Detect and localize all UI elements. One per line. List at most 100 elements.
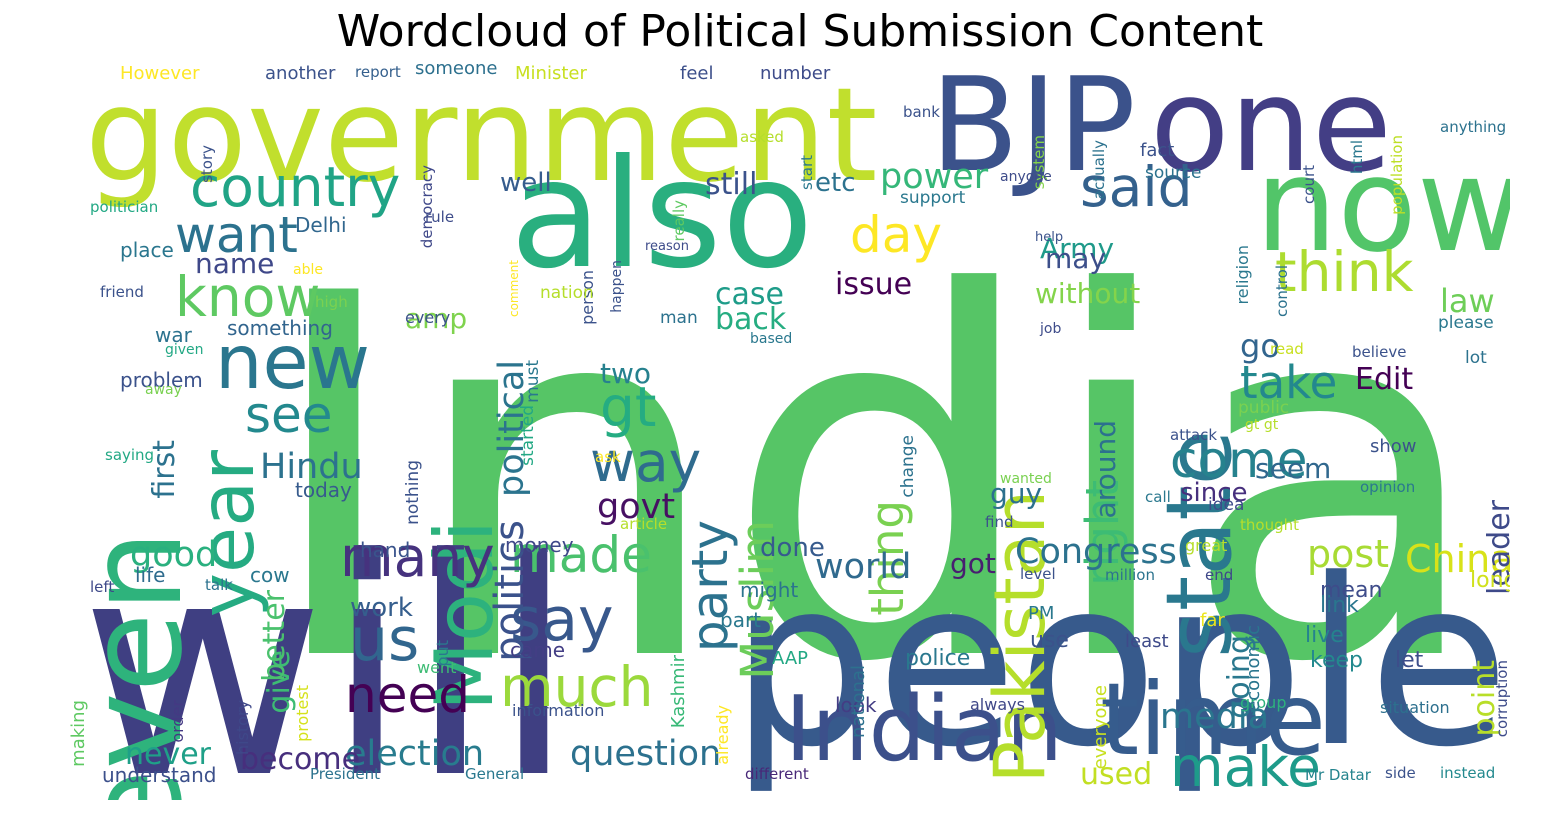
word-history: history	[233, 700, 252, 756]
word-find: find	[985, 513, 1014, 531]
word-us: us	[350, 605, 420, 675]
word-never: never	[125, 737, 212, 772]
word-need: need	[345, 666, 470, 724]
word-see: see	[245, 386, 333, 444]
word-media: media	[1160, 697, 1270, 737]
word-saying: saying	[105, 446, 155, 464]
word-will: will	[80, 495, 576, 801]
word-minister: Minister	[515, 63, 587, 84]
word-guy: guy	[990, 477, 1043, 510]
word-thought: thought	[1240, 516, 1299, 534]
word-given: given	[165, 342, 204, 358]
word-must: must	[523, 360, 543, 403]
word-ask: ask	[595, 448, 621, 466]
word-went: went	[417, 658, 457, 677]
word-instead: instead	[1440, 764, 1496, 782]
word-good: good	[130, 535, 218, 575]
word-show: show	[1370, 436, 1417, 457]
word-time: time	[1100, 661, 1326, 778]
word-around: around	[1089, 420, 1122, 519]
word-government: government	[85, 60, 878, 211]
word-two: two	[600, 357, 652, 390]
word-may: may	[1045, 242, 1107, 275]
word-work: work	[350, 593, 413, 623]
word-want: want	[175, 206, 298, 264]
word-come: come	[1170, 431, 1308, 489]
word-people: people	[730, 531, 1510, 798]
word-take: take	[1240, 356, 1338, 409]
word-use: use	[1030, 628, 1069, 653]
word-situation: situation	[1380, 698, 1450, 717]
word-bank: bank	[903, 103, 940, 121]
word-fact: fact	[1140, 140, 1175, 161]
word-think: think	[1275, 240, 1414, 304]
word-country: country	[190, 155, 401, 219]
word-edit: Edit	[1355, 362, 1414, 397]
word-let: let	[1395, 648, 1424, 673]
word-report: report	[355, 63, 401, 81]
word-gt: gt	[600, 375, 657, 439]
word-better: better	[257, 590, 292, 682]
word-war: war	[155, 323, 192, 347]
word-left: left	[90, 578, 115, 596]
word-story: story	[198, 145, 216, 183]
word-really: really	[670, 200, 688, 242]
word-side: side	[1385, 764, 1416, 782]
word-police: police	[905, 646, 971, 671]
word-something: something	[227, 316, 333, 340]
word-pm: PM	[1028, 603, 1055, 624]
word-someone: someone	[415, 60, 498, 79]
word-also: also	[510, 128, 814, 302]
word-cloud: India will people government BJP one also now ev…	[70, 60, 1510, 800]
word-nothing: nothing	[403, 460, 423, 525]
word-wanted: wanted	[1000, 471, 1052, 487]
word-know: know	[175, 265, 321, 329]
word-away: away	[145, 382, 182, 398]
word-group: group	[1240, 693, 1287, 712]
word-army: Army	[1040, 232, 1115, 265]
word-kashmir: Kashmir	[668, 655, 689, 729]
word-life: life	[135, 563, 166, 587]
word-say: say	[510, 585, 614, 655]
word-corruption: corruption	[1493, 660, 1510, 738]
word-feel: feel	[680, 63, 714, 84]
word-article: article	[620, 515, 668, 533]
word-happen: happen	[609, 260, 625, 313]
word-democracy: democracy	[418, 165, 436, 249]
word-law: law	[1440, 282, 1495, 320]
word-power: power	[880, 157, 989, 197]
word-rule: rule	[425, 208, 455, 226]
word-court: court	[1300, 165, 1318, 204]
word-day: day	[850, 206, 942, 264]
word-gt-gt: gt gt	[1245, 417, 1279, 433]
word-world: world	[815, 547, 912, 587]
word-making: making	[70, 700, 89, 767]
word-number: number	[760, 63, 831, 84]
word-etc: etc	[815, 168, 856, 198]
word-another: another	[265, 63, 336, 84]
word-support: support	[900, 188, 966, 208]
word-religion: religion	[1233, 245, 1252, 305]
word-started: started	[518, 405, 538, 466]
word-place: place	[120, 238, 174, 262]
word-become: become	[240, 742, 361, 777]
word-lot: lot	[1465, 348, 1487, 368]
word-attack: attack	[1170, 426, 1218, 444]
word-much: much	[500, 655, 654, 719]
word-order: order	[168, 700, 187, 743]
word-control: control	[1273, 265, 1291, 317]
word-came: came	[510, 638, 566, 662]
word-source: source	[1145, 163, 1202, 183]
word-believe: believe	[1352, 343, 1407, 361]
word-understand: understand	[102, 763, 217, 787]
word-mean: mean	[1320, 578, 1383, 603]
word-please: please	[1438, 313, 1494, 333]
word-aap: AAP	[772, 648, 808, 669]
word-without: without	[1035, 277, 1141, 310]
word-said: said	[1080, 155, 1193, 219]
word-change: change	[898, 435, 918, 498]
word-different: different	[745, 765, 809, 783]
word-money: money	[505, 533, 574, 557]
word-used: used	[1080, 757, 1153, 792]
word-man: man	[660, 308, 698, 328]
